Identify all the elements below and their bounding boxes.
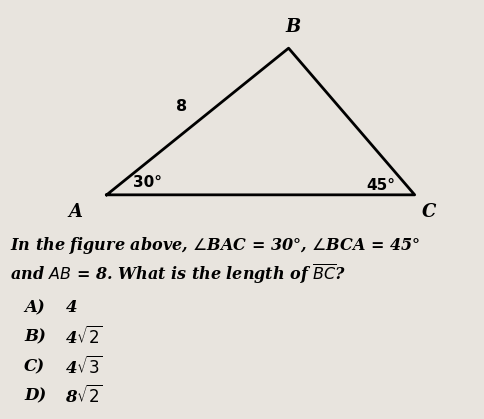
Text: In the figure above, $\angle$BAC = 30°, $\angle$BCA = 45°: In the figure above, $\angle$BAC = 30°, … xyxy=(10,235,419,256)
Text: D): D) xyxy=(24,388,46,404)
Text: 8: 8 xyxy=(176,99,187,114)
Text: 45°: 45° xyxy=(365,178,394,193)
Text: 4$\sqrt{2}$: 4$\sqrt{2}$ xyxy=(65,326,103,348)
Text: C): C) xyxy=(24,358,45,375)
Text: 4: 4 xyxy=(65,300,77,316)
Text: 4$\sqrt{3}$: 4$\sqrt{3}$ xyxy=(65,356,103,378)
Text: 8$\sqrt{2}$: 8$\sqrt{2}$ xyxy=(65,385,103,407)
Text: 30°: 30° xyxy=(133,175,162,190)
Text: A: A xyxy=(68,203,82,220)
Text: B): B) xyxy=(24,329,46,346)
Text: A): A) xyxy=(24,300,45,316)
Text: B: B xyxy=(285,18,301,36)
Text: C: C xyxy=(421,203,436,220)
Text: and $AB$ = 8. What is the length of $\overline{BC}$?: and $AB$ = 8. What is the length of $\ov… xyxy=(10,262,345,287)
